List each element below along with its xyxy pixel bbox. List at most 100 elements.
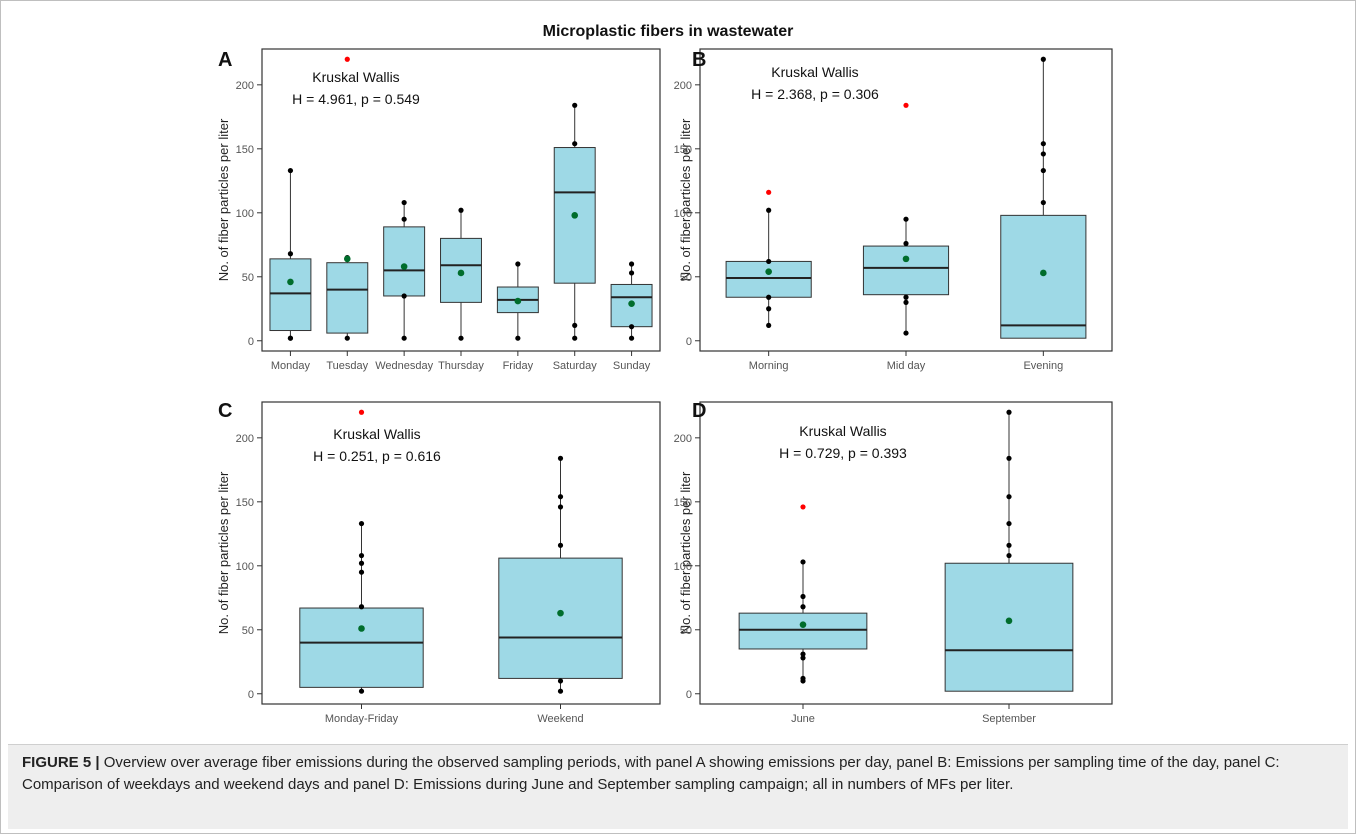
panel-a: A No. of fiber particles per liter 0 50 100 1… [216,48,661,372]
x-tick-label: Monday-Friday [325,713,399,725]
box-iqr [383,226,426,297]
y-tick-label: 150 [236,497,254,509]
x-tick-label: June [791,713,815,725]
data-point [358,604,365,610]
mean-point [765,268,772,275]
mean-point [902,255,910,263]
mean-point [343,255,351,263]
box-iqr [1000,214,1087,339]
box-mid-day [862,102,950,336]
outlier-point [766,189,772,195]
box-iqr [269,258,312,332]
box-iqr [738,612,868,650]
data-point [557,455,564,461]
panel-c: C No. of fiber particles per liter 0 50 100 1… [216,400,661,725]
y-tick-label: 0 [686,336,692,348]
box-iqr [498,557,623,679]
box-monday [269,167,312,341]
x-tick-label: Thursday [438,360,484,372]
box-june [738,504,868,684]
mean-point [557,609,564,617]
data-point [401,216,407,222]
data-point [800,651,806,657]
y-tick-label: 50 [242,625,254,637]
data-point [515,261,521,267]
y-axis-label: No. of fiber particles per liter [678,118,693,281]
x-tick-label: Tuesday [326,360,368,372]
x-tick-label: Weekend [537,713,583,725]
mean-point [287,278,294,286]
box-iqr [862,245,950,296]
stat-annotation: H = 2.368, p = 0.306 [751,86,879,102]
x-tick-label: Morning [749,360,789,372]
stat-annotation: Kruskal Wallis [771,64,858,80]
box-weekend [498,455,623,694]
data-point [458,335,464,341]
data-point [1040,56,1046,62]
stat-annotation: Kruskal Wallis [799,423,886,439]
data-point [766,207,772,213]
y-tick-label: 0 [686,689,692,701]
data-point [628,270,635,276]
data-point [766,322,772,329]
stat-annotation: Kruskal Wallis [312,69,399,85]
box-morning [725,189,812,329]
data-point [628,335,635,341]
x-tick-label: Evening [1023,360,1063,372]
y-tick-label: 50 [242,272,254,284]
data-point [1040,167,1046,174]
data-point [401,199,407,206]
data-point [572,141,578,147]
panel-label: C [218,400,232,422]
y-tick-label: 100 [236,561,254,573]
data-point [766,294,772,300]
data-point [344,335,350,341]
x-tick-label: Friday [503,360,534,372]
box-friday [496,261,539,341]
mean-point [628,300,635,307]
data-point [628,261,635,267]
mean-point [1005,617,1013,625]
stat-annotation: H = 0.729, p = 0.393 [779,445,907,461]
stat-annotation: H = 4.961, p = 0.549 [292,91,420,107]
panel-label: A [218,49,232,71]
outlier-point [344,56,350,62]
data-point [766,258,772,265]
data-point [1040,199,1046,206]
mean-point [1040,269,1047,277]
data-point [515,335,521,341]
box-thursday [440,207,482,341]
y-tick-label: 50 [680,625,692,637]
data-point [1006,409,1012,415]
data-point [628,324,635,330]
y-tick-label: 100 [674,208,692,220]
data-point [458,207,464,213]
box-iqr [299,607,424,688]
y-tick-label: 100 [236,208,254,220]
data-point [572,322,578,329]
data-point [903,216,909,222]
x-tick-label: Monday [271,360,311,372]
data-point [557,542,564,548]
stat-annotation: H = 0.251, p = 0.616 [313,448,441,464]
mean-point [514,297,522,305]
box-sunday [610,261,653,341]
data-point [1006,455,1012,461]
figure-title: Microplastic fibers in wastewater [543,23,794,40]
data-point [557,504,564,510]
data-point [401,335,407,341]
data-point [358,552,365,559]
box-iqr [326,262,369,334]
y-axis-label: No. of fiber particles per liter [678,471,693,634]
y-tick-label: 200 [674,433,692,445]
caption-label: FIGURE 5 | [22,754,100,771]
x-tick-label: Wednesday [375,360,433,372]
mean-point [571,212,579,219]
box-september [944,409,1074,692]
data-point [287,251,294,257]
y-tick-label: 0 [248,689,254,701]
outlier-point [903,102,909,108]
data-point [572,335,578,341]
y-axis-label: No. of fiber particles per liter [216,118,231,281]
